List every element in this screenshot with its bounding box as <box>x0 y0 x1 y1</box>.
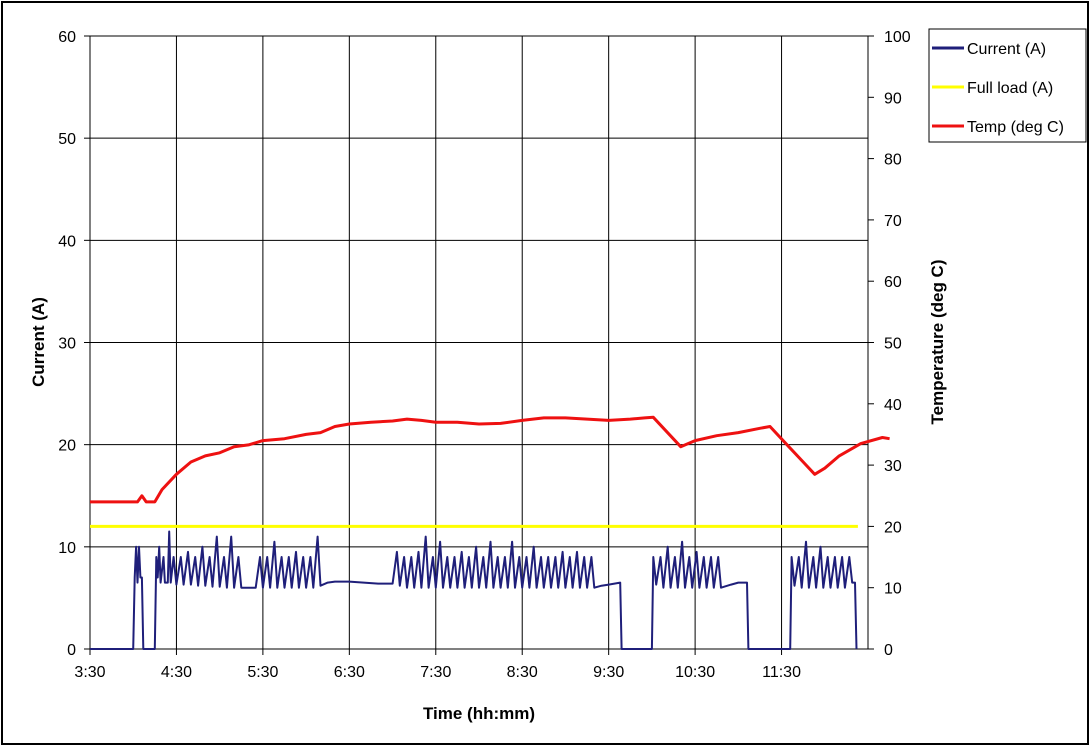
left-y-axis: 0 10 20 30 40 50 60 <box>58 29 90 659</box>
right-y-tick-label: 20 <box>884 519 902 536</box>
x-tick-label: 6:30 <box>334 664 365 681</box>
left-y-tick-label: 60 <box>58 29 76 46</box>
grid-lines <box>90 36 868 649</box>
right-y-tick-label: 100 <box>884 29 911 46</box>
left-y-tick-label: 0 <box>67 642 76 659</box>
left-y-tick-label: 20 <box>58 438 76 455</box>
right-y-tick-label: 0 <box>884 642 893 659</box>
left-y-tick-label: 10 <box>58 540 76 557</box>
right-y-tick-label: 90 <box>884 90 902 107</box>
legend-label: Full load (A) <box>967 80 1053 97</box>
y2-axis-title: Temperature (deg C) <box>928 260 947 425</box>
legend-label: Current (A) <box>967 41 1046 58</box>
right-y-tick-label: 50 <box>884 336 902 353</box>
x-tick-label: 7:30 <box>420 664 451 681</box>
right-y-tick-label: 60 <box>884 274 902 291</box>
right-y-tick-label: 40 <box>884 397 902 414</box>
right-y-tick-label: 30 <box>884 458 902 475</box>
series-layer <box>90 415 890 650</box>
left-y-tick-label: 30 <box>58 336 76 353</box>
legend-label: Temp (deg C) <box>967 119 1064 136</box>
legend-items: Current (A) Full load (A) Temp (deg C) <box>932 41 1064 136</box>
right-y-tick-label: 80 <box>884 152 902 169</box>
series-line-3 <box>90 415 890 504</box>
x-axis-title: Time (hh:mm) <box>423 704 535 723</box>
y-axis-title: Current (A) <box>29 297 48 387</box>
x-tick-label: 4:30 <box>161 664 192 681</box>
left-y-tick-label: 40 <box>58 233 76 250</box>
x-tick-label: 9:30 <box>593 664 624 681</box>
right-y-axis: 0 10 20 30 40 50 60 70 80 90 100 <box>868 29 911 659</box>
right-y-tick-label: 10 <box>884 581 902 598</box>
left-y-tick-label: 50 <box>58 131 76 148</box>
legend: Current (A) Full load (A) Temp (deg C) <box>928 28 1087 143</box>
x-tick-label: 3:30 <box>74 664 105 681</box>
x-tick-label: 8:30 <box>507 664 538 681</box>
x-tick-label: 10:30 <box>675 664 715 681</box>
series-line-1 <box>90 530 858 650</box>
x-tick-label: 11:30 <box>762 664 801 681</box>
x-tick-label: 5:30 <box>247 664 278 681</box>
right-y-tick-label: 70 <box>884 213 902 230</box>
x-axis: 3:30 4:30 5:30 6:30 7:30 8:30 9:30 10:30 11:30 <box>74 649 801 681</box>
